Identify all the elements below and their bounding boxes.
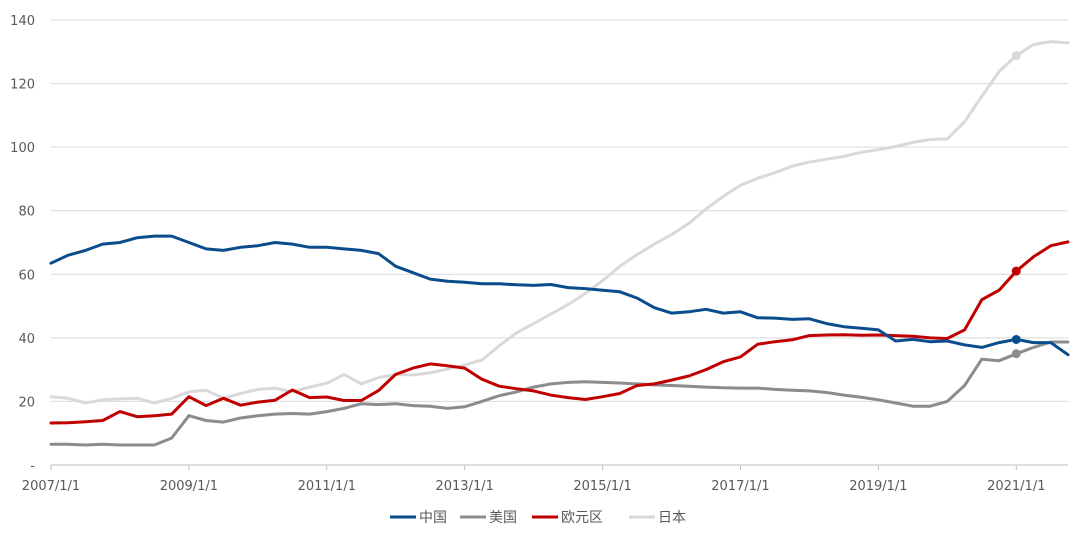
- y-tick-label: 40: [18, 332, 35, 347]
- x-tick-label: 2017/1/1: [711, 479, 769, 494]
- y-tick-label: 80: [18, 205, 35, 220]
- data-point-marker: [1011, 51, 1021, 61]
- y-tick-label: 120: [10, 78, 35, 93]
- gridlines: [51, 19, 1068, 402]
- x-tick-label: 2021/1/1: [987, 479, 1045, 494]
- legend-label: 中国: [419, 510, 447, 526]
- series-line: [49, 340, 1070, 447]
- y-tick-label: 20: [18, 395, 35, 410]
- data-point-marker: [1011, 349, 1021, 359]
- x-tick-label: 2013/1/1: [435, 479, 493, 494]
- legend-label: 日本: [658, 510, 686, 526]
- x-tick-label: 2007/1/1: [22, 479, 80, 494]
- series-lines: [49, 40, 1070, 447]
- x-tick-label: 2019/1/1: [849, 479, 907, 494]
- series-line: [49, 234, 1070, 357]
- x-tick-label: 2015/1/1: [573, 479, 631, 494]
- y-tick-label: 100: [10, 141, 35, 156]
- legend-label: 欧元区: [561, 510, 603, 526]
- x-axis: 2007/1/1 2009/1/1 2011/1/1 2013/1/1 2015/1/1…: [22, 464, 1068, 494]
- y-tick-label: 140: [10, 14, 35, 29]
- legend-label: 美国: [489, 510, 517, 526]
- data-point-marker: [1011, 266, 1021, 276]
- data-point-marker: [1011, 334, 1021, 344]
- legend: 中国 美国 欧元区 日本: [390, 510, 686, 526]
- series-line: [49, 240, 1070, 425]
- y-axis: - 20 40 60 80 100 120 140: [10, 14, 35, 474]
- series-markers: [1011, 51, 1021, 359]
- x-tick-label: 2009/1/1: [160, 479, 218, 494]
- series-line: [49, 40, 1070, 405]
- y-tick-label: 60: [18, 268, 35, 283]
- y-tick-label: -: [30, 459, 35, 474]
- x-tick-label: 2011/1/1: [298, 479, 356, 494]
